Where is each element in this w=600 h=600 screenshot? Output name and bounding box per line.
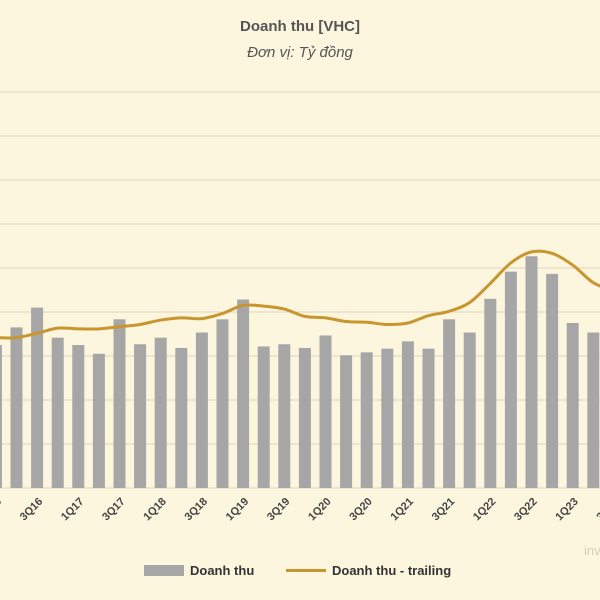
bar-3Q21 [443,319,456,488]
x-tick-1Q17: 1Q17 [59,496,87,524]
legend-bar-swatch [144,565,184,576]
bar-1Q23 [566,323,579,488]
x-tick-3Q22: 3Q22 [512,496,540,524]
bar-4Q17 [134,344,147,488]
bar-1Q22 [484,298,497,488]
x-tick-3Q17: 3Q17 [100,496,128,524]
bar-2Q19 [257,346,270,488]
bar-1Q16 [0,345,2,488]
bar-4Q18 [216,319,229,488]
bar-2Q21 [422,348,435,488]
x-tick-1Q16: 1Q16 [0,496,4,524]
bar-3Q17 [113,319,126,488]
bar-1Q20 [319,335,332,488]
bar-2Q20 [340,355,353,488]
x-tick-3Q18: 3Q18 [183,496,211,524]
x-axis-ticks: 1Q16 3Q16 1Q17 3Q17 1Q18 3Q18 1Q19 3Q19 1Q20 3Q20… [0,496,600,524]
bar-series [0,256,600,488]
bar-2Q22 [504,271,517,488]
x-tick-1Q22: 1Q22 [471,496,499,524]
bar-2Q17 [92,353,105,488]
bar-2Q18 [175,347,188,488]
bar-3Q18 [195,332,208,488]
bar-1Q21 [401,341,414,488]
bar-3Q16 [31,307,44,488]
bar-4Q19 [298,347,311,488]
legend: Doanh thu Doanh thu - trailing [144,563,451,578]
bar-4Q16 [51,337,64,488]
bar-3Q22 [525,256,538,488]
x-tick-1Q20: 1Q20 [306,496,334,524]
chart-title: Doanh thu [VHC] [240,18,360,35]
x-tick-3Q19: 3Q19 [265,496,293,524]
legend-line-label: Doanh thu - trailing [332,563,451,578]
line-series [0,249,600,340]
legend-bar-label: Doanh thu [190,563,254,578]
x-tick-1Q21: 1Q21 [389,496,417,524]
bar-1Q18 [154,337,167,488]
watermark: inv [584,543,600,558]
x-tick-3Q21: 3Q21 [430,496,458,524]
bar-3Q19 [278,344,291,488]
x-tick-3Q16: 3Q16 [18,496,46,524]
bar-2Q16 [10,327,23,488]
x-tick-3Q23: 3Q23 [595,496,600,524]
trailing-revenue-line [0,249,600,340]
x-tick-1Q23: 1Q23 [553,496,581,524]
bar-2Q23 [587,332,600,488]
bar-4Q20 [381,348,394,488]
bar-4Q22 [546,273,559,488]
bar-1Q17 [72,345,85,488]
x-tick-3Q20: 3Q20 [347,496,375,524]
bar-4Q21 [463,332,476,488]
chart-subtitle: Đơn vị: Tỷ đồng [247,44,353,61]
x-tick-1Q18: 1Q18 [141,496,169,524]
bar-1Q19 [237,299,250,488]
bar-3Q20 [360,352,373,488]
x-tick-1Q19: 1Q19 [224,496,252,524]
